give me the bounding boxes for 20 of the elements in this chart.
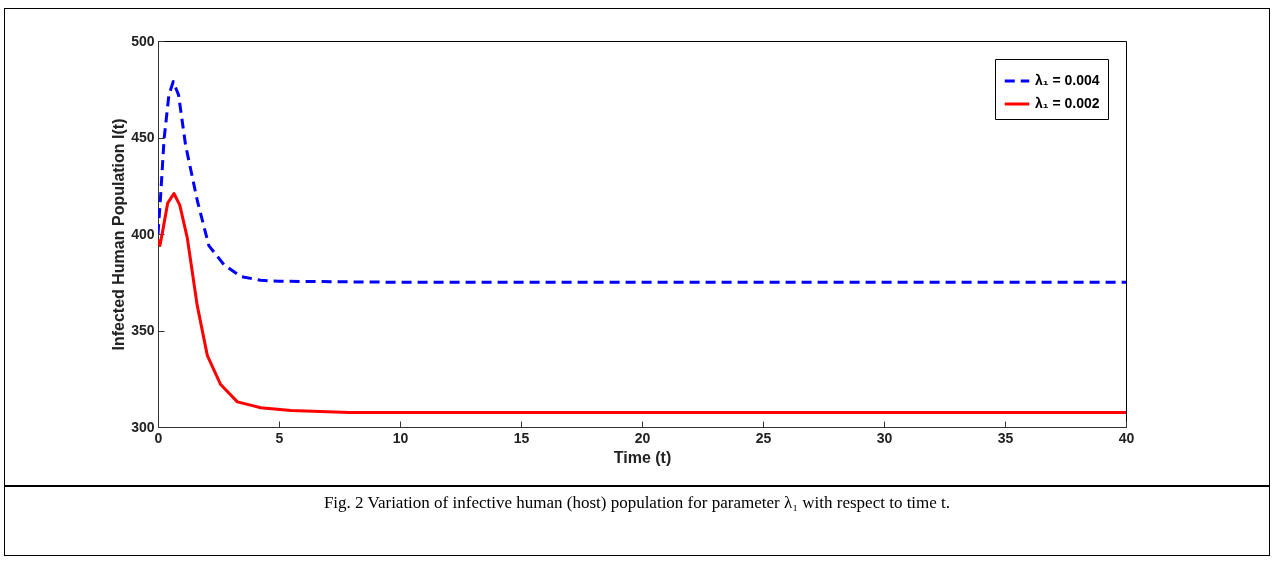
line-series	[158, 191, 1126, 415]
x-tick-label: 30	[876, 429, 893, 446]
x-tick-label: 5	[275, 429, 284, 446]
x-tick-label: 15	[513, 429, 530, 446]
x-tick-label: 40	[1118, 429, 1135, 446]
x-tick-label: 35	[997, 429, 1014, 446]
legend-label: λ₁ = 0.002	[1035, 95, 1100, 111]
y-axis-title: Infected Human Population I(t)	[110, 118, 128, 351]
y-tick-label: 500	[131, 32, 155, 49]
y-tick-label: 350	[131, 322, 155, 338]
x-axis-title: Time (t)	[613, 448, 672, 466]
caption: Fig. 2 Variation of infective human (host) population for parameter λ₁ with respect to time t.	[5, 485, 1269, 513]
y-tick-label: 450	[131, 129, 155, 145]
x-tick-label: 10	[392, 429, 409, 446]
x-tick-label: 20	[634, 429, 651, 446]
y-tick-label: 400	[131, 225, 155, 242]
x-tick-label: 0	[154, 429, 163, 446]
y-tick-label: 300	[131, 418, 155, 435]
legend-label: λ₁ = 0.004	[1035, 72, 1100, 88]
x-tick-label: 25	[755, 429, 772, 446]
